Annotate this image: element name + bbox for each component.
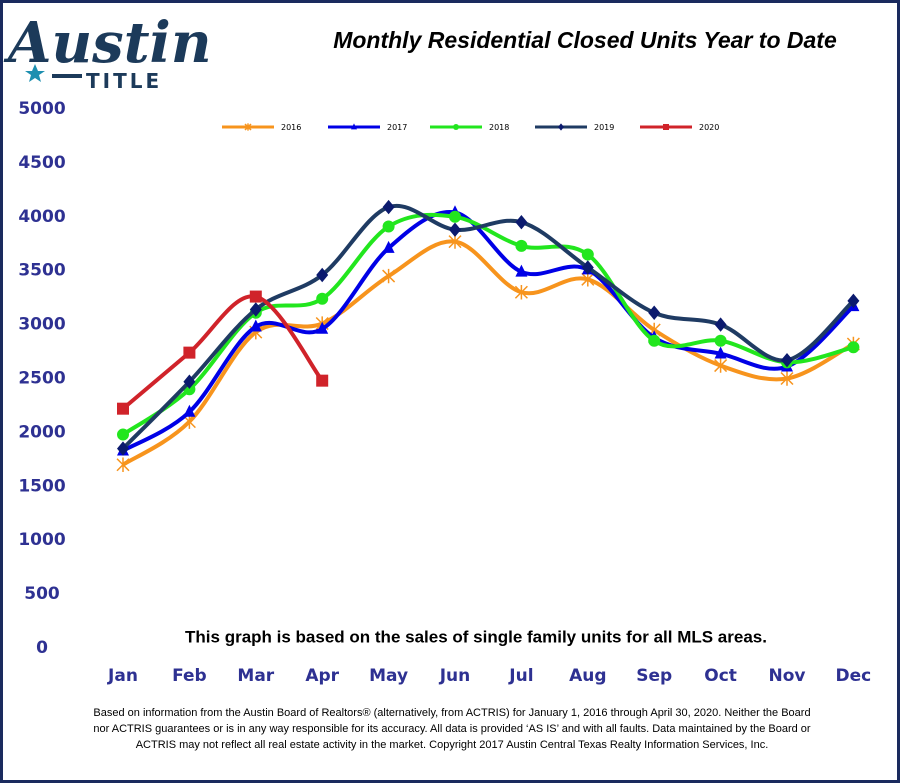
marker [316, 321, 329, 334]
footer-line: nor ACTRIS guarantees or is in any way r… [93, 723, 811, 735]
legend-label: 2016 [281, 123, 301, 132]
x-tick-label: May [369, 666, 408, 686]
marker [847, 341, 860, 354]
marker [515, 239, 528, 252]
marker [249, 302, 262, 317]
marker [714, 334, 727, 347]
y-tick-label: 5000 [18, 99, 65, 119]
legend-marker [351, 123, 357, 130]
chart-note: This graph is based on the sales of sing… [185, 627, 767, 646]
y-tick-label: 2500 [18, 369, 65, 389]
logo-bar [52, 74, 82, 78]
marker [449, 222, 461, 237]
marker [249, 290, 262, 303]
marker [316, 292, 329, 305]
x-tick-label: Oct [704, 666, 737, 686]
legend-marker [663, 124, 669, 130]
legend-label: 2018 [489, 123, 509, 132]
marker [648, 305, 661, 320]
legend-label: 2017 [387, 123, 407, 132]
x-tick-label: Apr [305, 666, 339, 686]
x-tick-label: Feb [172, 666, 207, 686]
footer-line: ACTRIS may not reflect all real estate a… [136, 739, 769, 751]
marker [316, 374, 329, 387]
y-tick-label: 2000 [18, 422, 65, 442]
marker [382, 199, 395, 215]
logo-sub: TITLE [86, 69, 162, 93]
marker [780, 371, 794, 386]
y-tick-label: 1000 [18, 530, 65, 550]
marker [382, 268, 396, 284]
marker [714, 358, 728, 373]
x-tick-label: Jul [508, 666, 533, 686]
y-tick-label: 3000 [18, 315, 65, 335]
y-tick-label: 4000 [18, 207, 65, 227]
marker [382, 240, 395, 253]
marker [249, 319, 262, 332]
marker [183, 346, 196, 359]
marker [781, 352, 793, 368]
legend-label: 2019 [594, 123, 614, 132]
legend-label: 2020 [699, 123, 719, 132]
marker [847, 293, 860, 309]
x-tick-label: Aug [569, 666, 606, 686]
marker [382, 220, 395, 233]
marker [581, 248, 594, 261]
marker [316, 267, 329, 283]
x-tick-label: Nov [769, 666, 806, 686]
series-line [121, 294, 324, 411]
marker [648, 334, 661, 347]
x-tick-label: Mar [237, 666, 274, 686]
marker [117, 402, 129, 415]
marker [117, 441, 129, 456]
logo-star [25, 64, 45, 82]
marker [183, 374, 196, 389]
series-line [121, 203, 855, 450]
x-tick-label: Jan [107, 666, 138, 686]
legend-marker [453, 124, 459, 130]
y-tick-label: 3500 [18, 261, 65, 281]
y-tick-label: 500 [24, 584, 60, 604]
x-tick-label: Jun [439, 666, 471, 686]
marker [515, 264, 528, 277]
marker [449, 210, 461, 223]
legend-marker [244, 123, 252, 131]
marker [515, 214, 528, 230]
y-tick-label: 0 [36, 638, 48, 658]
marker [714, 346, 727, 359]
y-tick-label: 4500 [18, 153, 65, 173]
logo-name: Austin [3, 10, 212, 76]
marker [117, 428, 129, 441]
marker [581, 260, 594, 275]
footer-line: Based on information from the Austin Boa… [93, 707, 810, 719]
x-tick-label: Dec [836, 666, 872, 686]
legend-marker [558, 123, 564, 131]
marker [183, 404, 196, 417]
marker [514, 285, 528, 300]
y-tick-label: 1500 [18, 476, 65, 496]
chart-title: Monthly Residential Closed Units Year to… [333, 27, 837, 53]
marker [714, 317, 727, 332]
marker [116, 457, 130, 472]
x-tick-label: Sep [636, 666, 672, 686]
